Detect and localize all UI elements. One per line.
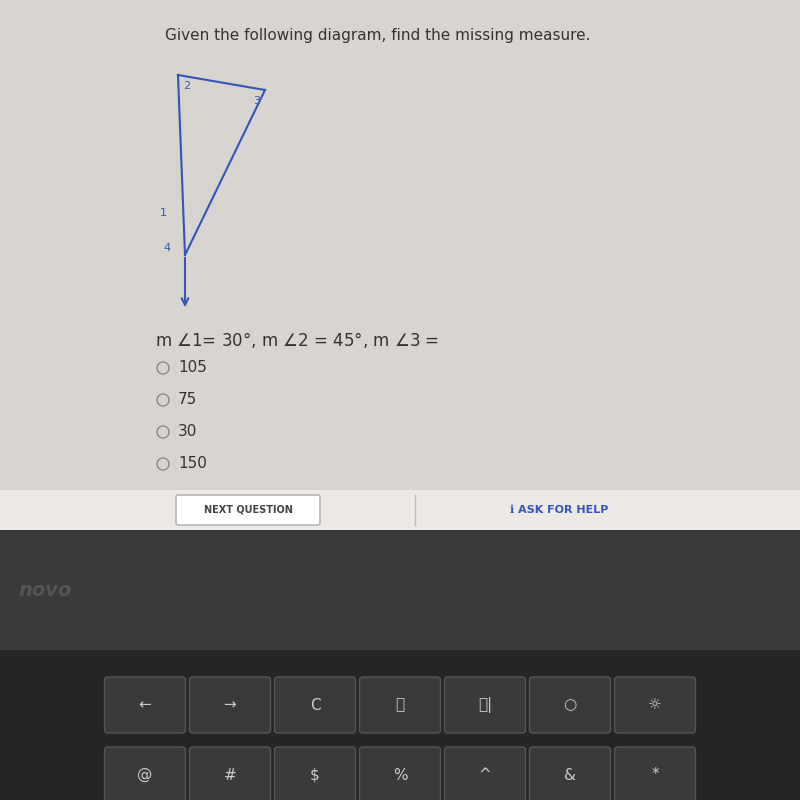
FancyBboxPatch shape — [0, 530, 800, 650]
FancyBboxPatch shape — [274, 677, 355, 733]
Text: m $\angle$1= 30°, m $\angle$2 = 45°, m $\angle$3 =: m $\angle$1= 30°, m $\angle$2 = 45°, m $… — [155, 330, 439, 350]
FancyBboxPatch shape — [176, 495, 320, 525]
FancyBboxPatch shape — [359, 747, 441, 800]
FancyBboxPatch shape — [530, 677, 610, 733]
Text: C: C — [310, 698, 320, 713]
FancyBboxPatch shape — [614, 747, 695, 800]
Text: ⬜|: ⬜| — [478, 697, 492, 713]
FancyBboxPatch shape — [190, 747, 270, 800]
Text: #: # — [224, 767, 236, 782]
Text: ⬜: ⬜ — [395, 698, 405, 713]
Text: novo: novo — [18, 581, 71, 599]
FancyBboxPatch shape — [274, 747, 355, 800]
FancyBboxPatch shape — [445, 747, 526, 800]
Text: 75: 75 — [178, 393, 198, 407]
FancyBboxPatch shape — [0, 0, 800, 530]
FancyBboxPatch shape — [105, 677, 186, 733]
Text: *: * — [651, 767, 659, 782]
FancyBboxPatch shape — [359, 677, 441, 733]
FancyBboxPatch shape — [190, 677, 270, 733]
Text: 1: 1 — [160, 208, 167, 218]
Text: →: → — [224, 698, 236, 713]
Text: ←: ← — [138, 698, 151, 713]
Text: &: & — [564, 767, 576, 782]
Text: ^: ^ — [478, 767, 491, 782]
Text: $: $ — [310, 767, 320, 782]
FancyBboxPatch shape — [614, 677, 695, 733]
Text: 4: 4 — [164, 243, 171, 253]
FancyBboxPatch shape — [105, 747, 186, 800]
FancyBboxPatch shape — [530, 747, 610, 800]
Text: 3: 3 — [253, 96, 260, 106]
Text: 105: 105 — [178, 361, 207, 375]
FancyBboxPatch shape — [0, 490, 800, 530]
Text: ☼: ☼ — [648, 698, 662, 713]
FancyBboxPatch shape — [0, 650, 800, 800]
Text: NEXT QUESTION: NEXT QUESTION — [203, 505, 293, 515]
Text: %: % — [393, 767, 407, 782]
Text: 2: 2 — [183, 81, 190, 91]
Text: @: @ — [138, 767, 153, 782]
Text: ○: ○ — [563, 698, 577, 713]
FancyBboxPatch shape — [445, 677, 526, 733]
Text: Given the following diagram, find the missing measure.: Given the following diagram, find the mi… — [165, 28, 590, 43]
Text: 30: 30 — [178, 425, 198, 439]
Text: 150: 150 — [178, 457, 207, 471]
Text: ℹ ASK FOR HELP: ℹ ASK FOR HELP — [510, 505, 608, 515]
